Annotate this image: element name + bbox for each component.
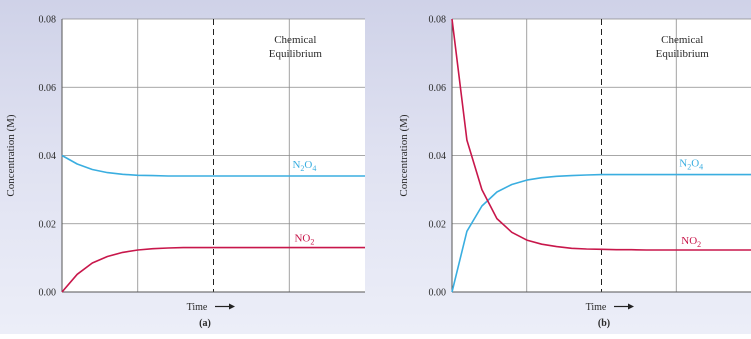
panel-label: (b) xyxy=(598,318,610,329)
y-tick-label: 0.06 xyxy=(429,83,447,94)
series-label-part: O xyxy=(304,159,312,171)
series-line-n2o4 xyxy=(451,173,751,293)
series-line-no2 xyxy=(61,246,365,293)
x-axis-label: Time xyxy=(187,302,208,313)
y-tick-label: 0.08 xyxy=(429,15,447,26)
series-label-part: O xyxy=(691,158,699,170)
y-tick-label: 0.06 xyxy=(39,83,57,94)
series-label-part: 2 xyxy=(697,240,701,249)
panel-label: (a) xyxy=(199,318,211,329)
y-tick-label: 0.00 xyxy=(429,288,447,299)
equilibrium-annotation: Equilibrium xyxy=(656,48,710,60)
series-label-part: N xyxy=(292,159,300,171)
y-tick-label: 0.04 xyxy=(429,151,447,162)
series-line-n2o4 xyxy=(61,154,365,177)
y-tick-label: 0.02 xyxy=(39,219,57,230)
series-label-part: NO xyxy=(294,233,310,245)
series-label-part: 2 xyxy=(310,238,314,247)
series-label-no2: NO2 xyxy=(294,233,314,247)
series-label-n2o4: N2O4 xyxy=(292,159,316,173)
series-label-part: NO xyxy=(681,235,697,247)
equilibrium-annotation: Equilibrium xyxy=(269,48,323,60)
series-line-no2 xyxy=(451,18,751,251)
y-tick-label: 0.08 xyxy=(39,15,57,26)
chart-panel-a: 0.080.060.040.020.00N2O4NO2ChemicalEquil… xyxy=(5,15,365,329)
y-tick-label: 0.00 xyxy=(39,288,57,299)
equilibrium-annotation: Chemical xyxy=(274,34,316,46)
time-arrow-head-icon xyxy=(628,303,634,310)
series-label-part: 4 xyxy=(699,163,703,172)
series-label-n2o4: N2O4 xyxy=(679,158,703,172)
chart-panel-b: 0.080.060.040.020.00N2O4NO2ChemicalEquil… xyxy=(398,15,751,329)
series-label-part: N xyxy=(679,158,687,170)
series-label-part: 4 xyxy=(312,164,316,173)
y-axis-label: Concentration (M) xyxy=(5,114,17,197)
y-tick-label: 0.02 xyxy=(429,219,447,230)
series-label-part: 2 xyxy=(687,163,691,172)
series-label-part: 2 xyxy=(300,164,304,173)
time-arrow-head-icon xyxy=(229,303,235,310)
equilibrium-annotation: Chemical xyxy=(661,34,703,46)
series-label-no2: NO2 xyxy=(681,235,701,249)
y-axis-label: Concentration (M) xyxy=(398,114,410,197)
x-axis-label: Time xyxy=(586,302,607,313)
y-tick-label: 0.04 xyxy=(39,151,57,162)
